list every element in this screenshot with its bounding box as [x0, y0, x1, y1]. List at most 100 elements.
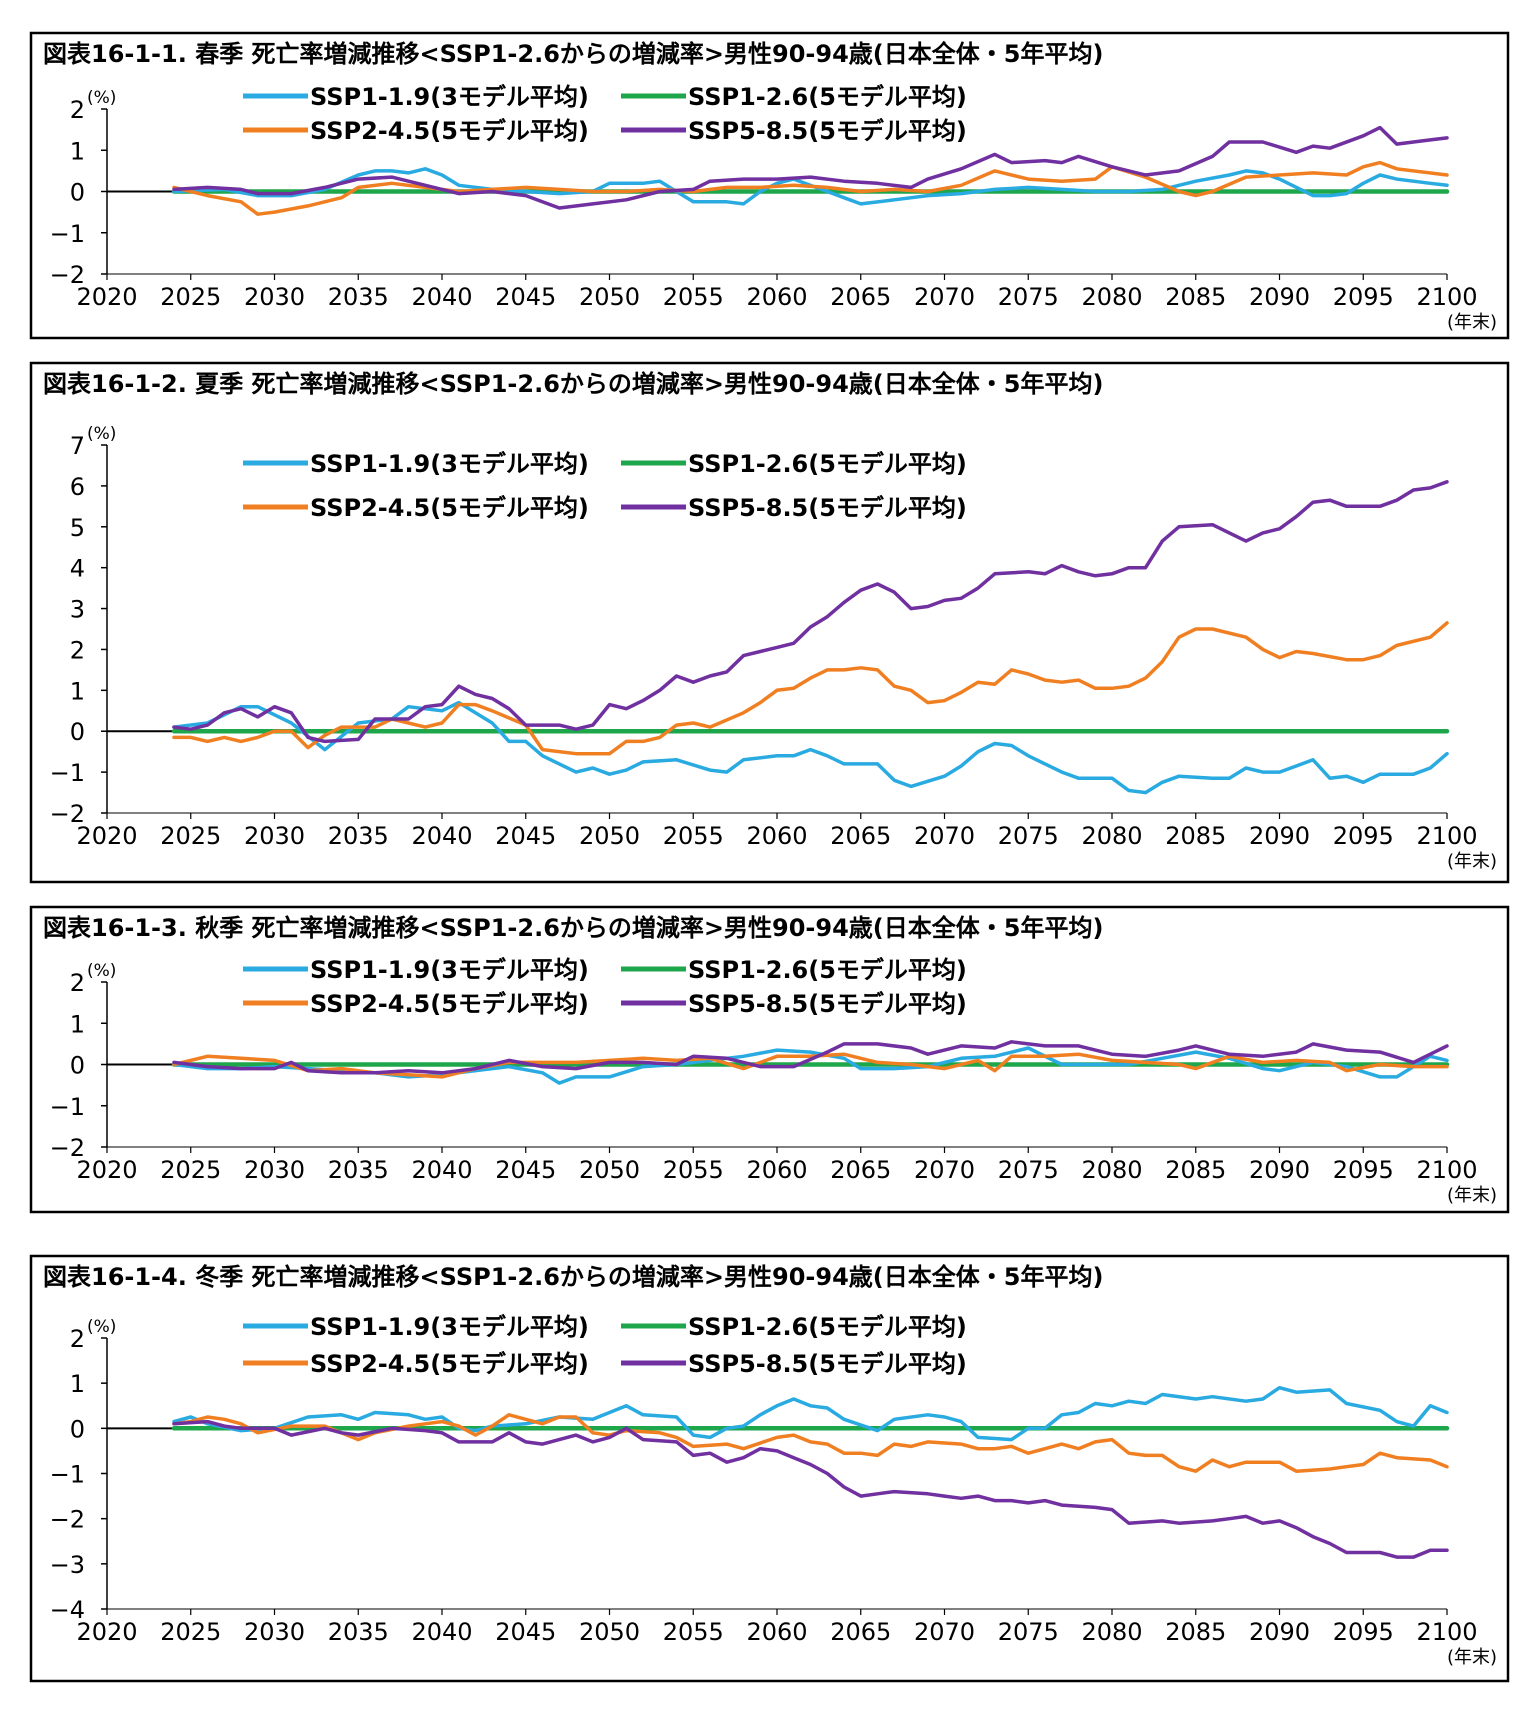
- x-tick-label: 2045: [495, 1618, 556, 1646]
- x-tick-label: 2080: [1081, 822, 1142, 850]
- x-tick-label: 2065: [830, 1156, 891, 1184]
- series-line-SSP5-8.5: [172, 480, 1449, 744]
- x-tick-label: 2100: [1416, 283, 1477, 311]
- legend-label: SSP5-8.5(5モデル平均): [688, 1350, 967, 1378]
- series-line-SSP1-1.9: [172, 1385, 1449, 1442]
- legend-label: SSP5-8.5(5モデル平均): [688, 990, 967, 1018]
- legend-label: SSP1-2.6(5モデル平均): [688, 450, 967, 478]
- x-tick-label: 2045: [495, 822, 556, 850]
- legend-label: SSP2-4.5(5モデル平均): [310, 1350, 589, 1378]
- y-tick-label: −1: [50, 1461, 85, 1489]
- y-tick-label: 2: [70, 636, 85, 664]
- x-tick-label: 2060: [746, 822, 807, 850]
- x-tick-label: 2040: [411, 283, 472, 311]
- y-tick-label: 2: [70, 969, 85, 997]
- y-tick-label: −1: [50, 220, 85, 248]
- x-tick-label: 2060: [746, 1156, 807, 1184]
- x-tick-label: 2025: [160, 1156, 221, 1184]
- x-tick-label: 2050: [579, 822, 640, 850]
- x-tick-label: 2085: [1165, 822, 1226, 850]
- y-tick-label: 0: [70, 1052, 85, 1080]
- x-tick-label: 2060: [746, 1618, 807, 1646]
- x-tick-label: 2030: [244, 1156, 305, 1184]
- x-unit-label: (年末): [1447, 851, 1497, 872]
- y-tick-label: −3: [50, 1551, 85, 1579]
- y-tick-label: −4: [50, 1596, 85, 1624]
- x-tick-label: 2050: [579, 283, 640, 311]
- x-tick-label: 2035: [328, 822, 389, 850]
- x-tick-label: 2090: [1249, 1156, 1310, 1184]
- series-line-SSP5-8.5: [172, 1419, 1449, 1559]
- legend-label: SSP2-4.5(5モデル平均): [310, 494, 589, 522]
- y-tick-label: 7: [70, 432, 85, 460]
- x-tick-label: 2065: [830, 283, 891, 311]
- x-tick-label: 2020: [76, 1156, 137, 1184]
- y-tick-label: 1: [70, 1370, 85, 1398]
- y-tick-label: −2: [50, 800, 85, 828]
- x-tick-label: 2070: [914, 283, 975, 311]
- x-tick-label: 2080: [1081, 283, 1142, 311]
- x-tick-label: 2045: [495, 1156, 556, 1184]
- x-tick-label: 2090: [1249, 283, 1310, 311]
- x-tick-label: 2085: [1165, 1156, 1226, 1184]
- x-tick-label: 2100: [1416, 822, 1477, 850]
- y-tick-label: 1: [70, 677, 85, 705]
- x-tick-label: 2095: [1333, 1156, 1394, 1184]
- x-tick-label: 2090: [1249, 822, 1310, 850]
- y-tick-label: −1: [50, 1093, 85, 1121]
- x-tick-label: 2050: [579, 1156, 640, 1184]
- x-tick-label: 2025: [160, 283, 221, 311]
- chart-title: 図表16-1-2. 夏季 死亡率増減推移<SSP1-2.6からの増減率>男性90…: [43, 370, 1103, 398]
- y-tick-label: −2: [50, 1134, 85, 1162]
- legend-label: SSP1-1.9(3モデル平均): [310, 83, 589, 111]
- legend-label: SSP1-2.6(5モデル平均): [688, 1313, 967, 1341]
- x-unit-label: (年末): [1447, 1647, 1497, 1668]
- chart-2: 図表16-1-2. 夏季 死亡率増減推移<SSP1-2.6からの増減率>男性90…: [29, 361, 1510, 884]
- x-tick-label: 2100: [1416, 1618, 1477, 1646]
- legend-label: SSP5-8.5(5モデル平均): [688, 494, 967, 522]
- x-tick-label: 2030: [244, 283, 305, 311]
- x-tick-label: 2040: [411, 1618, 472, 1646]
- y-tick-label: 6: [70, 473, 85, 501]
- x-tick-label: 2085: [1165, 283, 1226, 311]
- x-tick-label: 2090: [1249, 1618, 1310, 1646]
- x-tick-label: 2025: [160, 1618, 221, 1646]
- y-tick-label: 0: [70, 1415, 85, 1443]
- legend-label: SSP1-1.9(3モデル平均): [310, 956, 589, 984]
- x-tick-label: 2030: [244, 1618, 305, 1646]
- series-line-SSP5-8.5: [172, 125, 1449, 210]
- x-tick-label: 2075: [998, 1618, 1059, 1646]
- x-tick-label: 2100: [1416, 1156, 1477, 1184]
- y-tick-label: 1: [70, 1010, 85, 1038]
- series-line-SSP5-8.5: [172, 1040, 1449, 1075]
- x-tick-label: 2060: [746, 283, 807, 311]
- x-tick-label: 2040: [411, 822, 472, 850]
- x-tick-label: 2070: [914, 1618, 975, 1646]
- x-tick-label: 2045: [495, 283, 556, 311]
- y-unit-label: (%): [87, 961, 116, 981]
- series-line-SSP2-4.5: [172, 160, 1449, 216]
- x-tick-label: 2030: [244, 822, 305, 850]
- x-tick-label: 2095: [1333, 1618, 1394, 1646]
- x-tick-label: 2070: [914, 822, 975, 850]
- x-tick-label: 2020: [76, 822, 137, 850]
- x-tick-label: 2055: [663, 283, 724, 311]
- x-tick-label: 2035: [328, 1618, 389, 1646]
- legend-label: SSP1-1.9(3モデル平均): [310, 450, 589, 478]
- y-tick-label: 2: [70, 1325, 85, 1353]
- x-tick-label: 2055: [663, 822, 724, 850]
- x-tick-label: 2075: [998, 283, 1059, 311]
- x-tick-label: 2065: [830, 822, 891, 850]
- y-tick-label: 2: [70, 96, 85, 124]
- series-line-SSP2-4.5: [172, 1413, 1449, 1473]
- y-tick-label: 0: [70, 718, 85, 746]
- y-tick-label: 1: [70, 137, 85, 165]
- x-tick-label: 2055: [663, 1156, 724, 1184]
- x-tick-label: 2095: [1333, 283, 1394, 311]
- chart-4: 図表16-1-4. 冬季 死亡率増減推移<SSP1-2.6からの増減率>男性90…: [29, 1254, 1510, 1683]
- x-tick-label: 2020: [76, 1618, 137, 1646]
- legend-label: SSP2-4.5(5モデル平均): [310, 990, 589, 1018]
- legend-label: SSP1-1.9(3モデル平均): [310, 1313, 589, 1341]
- x-tick-label: 2075: [998, 822, 1059, 850]
